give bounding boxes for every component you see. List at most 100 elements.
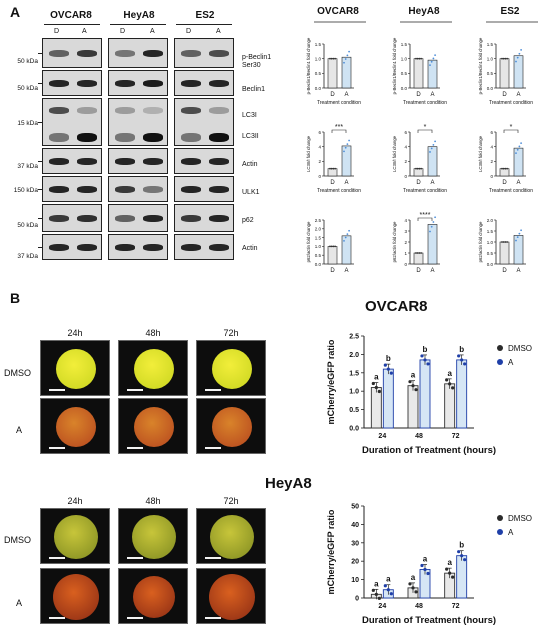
x-axis-label: Treatment condition bbox=[403, 100, 447, 106]
y-axis-label: p62/actin fold change bbox=[478, 221, 483, 262]
time-label: 72h bbox=[223, 328, 239, 338]
y-tick-label: 2 bbox=[404, 240, 407, 245]
heya8-title: HeyA8 bbox=[265, 475, 312, 492]
blot-panel bbox=[42, 98, 102, 146]
bar bbox=[513, 55, 524, 89]
significance-letter: b bbox=[386, 354, 391, 363]
data-point bbox=[330, 167, 333, 170]
data-point bbox=[515, 60, 517, 63]
y-tick-label: 40 bbox=[351, 522, 359, 529]
blot-band bbox=[181, 186, 201, 193]
kda-label: 50 kDa bbox=[17, 58, 38, 65]
data-point bbox=[374, 592, 378, 596]
y-axis-label: LC3II/I fold change bbox=[478, 135, 483, 172]
bar bbox=[419, 359, 431, 429]
data-point bbox=[430, 225, 433, 228]
data-point bbox=[518, 52, 521, 55]
y-tick-label: 0 bbox=[404, 262, 407, 267]
data-point bbox=[389, 371, 393, 375]
bar bbox=[427, 59, 438, 89]
x-axis-label: Treatment condition bbox=[489, 100, 533, 106]
data-point bbox=[344, 58, 347, 60]
significance-letter: a bbox=[411, 371, 416, 380]
bar bbox=[382, 368, 394, 429]
quantification-charts: OVCAR8 0.0 0.5 1.0 1.5 D A Treatment condition p… bbox=[306, 6, 538, 274]
spheroid bbox=[53, 574, 99, 620]
mini-chart: 0 2 4 6 D A Treatment condition LC3II/I fold ch… bbox=[392, 124, 447, 194]
data-point bbox=[411, 384, 415, 388]
blot-band bbox=[209, 133, 229, 142]
blot-band bbox=[143, 80, 163, 87]
blot-panel bbox=[174, 176, 234, 202]
data-point bbox=[448, 382, 452, 386]
bar bbox=[427, 224, 438, 265]
data-point bbox=[418, 252, 421, 254]
scale-bar bbox=[205, 557, 221, 559]
y-tick-label: 1.0 bbox=[315, 56, 322, 61]
data-point bbox=[430, 147, 433, 150]
blot-band bbox=[77, 133, 97, 142]
blot-panel bbox=[174, 38, 234, 68]
blot-band bbox=[49, 50, 69, 57]
y-tick-label: 2.0 bbox=[315, 227, 322, 232]
legend-marker bbox=[497, 359, 503, 365]
data-point bbox=[330, 57, 333, 60]
protein-label: ULK1 bbox=[242, 189, 260, 196]
protein-label: Actin bbox=[242, 245, 258, 252]
data-point bbox=[346, 143, 349, 146]
y-tick-label: 0.5 bbox=[487, 251, 494, 256]
data-point bbox=[516, 148, 519, 151]
significance-bracket bbox=[503, 129, 519, 133]
time-label: 24h bbox=[67, 328, 83, 338]
blot-band bbox=[115, 133, 135, 142]
bar bbox=[327, 58, 338, 89]
blot-band bbox=[49, 186, 69, 193]
blot-band bbox=[209, 244, 229, 251]
blot-header-es2: ES2 bbox=[195, 10, 215, 21]
y-tick-label: 4 bbox=[404, 218, 407, 223]
lane-label: D bbox=[186, 28, 192, 35]
blot-band bbox=[209, 50, 229, 57]
blot-panel bbox=[42, 38, 102, 68]
y-tick-label: 2.5 bbox=[349, 334, 359, 341]
significance-letter: a bbox=[447, 369, 452, 378]
y-tick-label: 0 bbox=[318, 174, 321, 179]
significance-letter: b bbox=[423, 345, 428, 354]
blot-panel bbox=[174, 148, 234, 174]
blot-band bbox=[49, 158, 69, 165]
blot-band bbox=[143, 186, 163, 193]
blot-band bbox=[77, 50, 97, 57]
kda-tick bbox=[38, 83, 43, 84]
bar bbox=[413, 252, 424, 265]
lane-label: A bbox=[150, 28, 155, 35]
blot-band bbox=[77, 215, 97, 222]
blot-panel bbox=[174, 234, 234, 260]
header-rule bbox=[44, 24, 100, 25]
x-tick-label: A bbox=[430, 92, 434, 98]
data-point bbox=[415, 57, 417, 60]
y-tick-label: 0.5 bbox=[315, 253, 322, 258]
blot-panel bbox=[174, 70, 234, 96]
x-tick-label: A bbox=[344, 92, 348, 98]
significance-letter: a bbox=[386, 575, 391, 584]
data-point bbox=[429, 151, 431, 153]
y-axis-label: p62/actin fold change bbox=[392, 221, 397, 262]
x-tick-label: 24 bbox=[378, 603, 386, 610]
spheroid-image bbox=[196, 398, 266, 454]
data-point bbox=[415, 252, 417, 254]
significance-label: *** bbox=[335, 124, 343, 131]
blot-panel bbox=[108, 98, 168, 146]
blot-band bbox=[49, 107, 69, 114]
row-label-a: A bbox=[16, 425, 23, 435]
spheroid bbox=[132, 515, 176, 559]
data-point bbox=[420, 354, 424, 358]
blot-band bbox=[115, 80, 135, 87]
x-tick-label: 48 bbox=[415, 433, 423, 440]
y-tick-label: 2.5 bbox=[315, 218, 322, 223]
y-tick-label: 6 bbox=[318, 130, 321, 135]
spheroid-image bbox=[118, 340, 188, 396]
data-point bbox=[420, 57, 422, 60]
data-point bbox=[516, 236, 519, 239]
y-tick-label: 0 bbox=[490, 174, 493, 179]
